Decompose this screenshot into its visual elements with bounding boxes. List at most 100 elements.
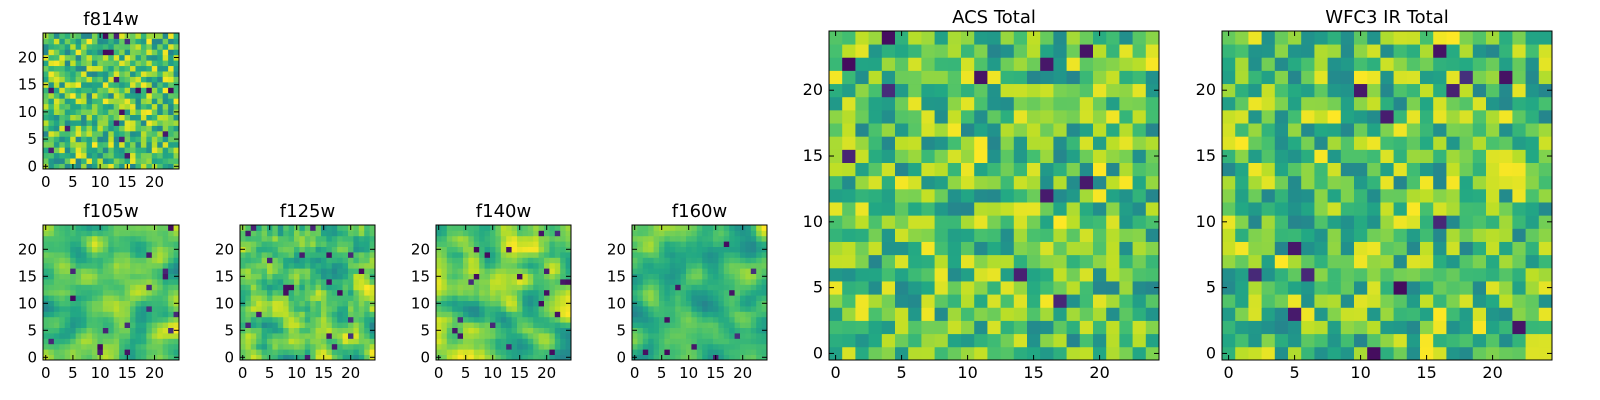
heatmap-cell <box>1433 70 1447 85</box>
heatmap-cell <box>1013 281 1028 295</box>
heatmap-cell <box>1132 228 1147 242</box>
heatmap-cell <box>1406 57 1421 71</box>
heatmap-cell <box>463 284 469 291</box>
heatmap-cell <box>987 267 1001 282</box>
heatmap-cell <box>961 215 975 229</box>
heatmap-cell <box>648 300 654 307</box>
heatmap-cell <box>304 252 311 258</box>
heatmap-cell <box>987 294 1001 308</box>
heatmap-cell <box>70 152 77 159</box>
heatmap-cell <box>130 163 136 170</box>
heatmap-cell <box>151 109 158 115</box>
heatmap-cell <box>868 228 883 242</box>
heatmap-cell <box>829 175 843 190</box>
heatmap-cell <box>855 188 869 203</box>
heatmap-cell <box>560 343 566 350</box>
heatmap-cell <box>119 300 125 307</box>
heatmap-cell <box>124 327 131 334</box>
heatmap-cell <box>348 338 354 345</box>
heatmap-cell <box>1525 188 1540 203</box>
heatmap-cell <box>321 246 327 253</box>
heatmap-cell <box>157 114 164 121</box>
heatmap-cell <box>669 257 676 264</box>
heatmap-cell <box>761 343 768 350</box>
axes-frame <box>42 224 180 361</box>
heatmap-cell <box>173 295 180 301</box>
heatmap-cell <box>267 343 273 350</box>
heatmap-cell <box>1486 136 1500 150</box>
heatmap-cell <box>1040 267 1054 282</box>
heatmap-cell <box>500 300 507 307</box>
heatmap-cell <box>81 120 87 126</box>
heatmap-cell <box>48 327 55 334</box>
heatmap-cell <box>544 349 550 355</box>
heatmap-cell <box>500 230 507 237</box>
heatmap-cell <box>740 252 746 258</box>
heatmap-cell <box>1222 83 1236 98</box>
heatmap-cell <box>81 295 87 301</box>
heatmap-cell <box>756 246 762 253</box>
heatmap-cell <box>1027 294 1041 308</box>
heatmap-cell <box>517 306 523 312</box>
heatmap-cell <box>348 289 354 296</box>
heatmap-cell <box>358 284 365 291</box>
heatmap-cell <box>261 322 268 328</box>
heatmap-cell <box>321 343 327 350</box>
heatmap-cell <box>1093 228 1107 242</box>
heatmap-cell <box>842 44 856 58</box>
heatmap-cell <box>272 246 279 253</box>
heatmap-cell <box>446 295 453 301</box>
heatmap-cell <box>353 354 360 361</box>
heatmap-cell <box>75 252 82 258</box>
heatmap-cell <box>479 327 485 334</box>
heatmap-cell <box>173 322 180 328</box>
heatmap-cell <box>713 284 719 291</box>
heatmap-cell <box>102 38 109 45</box>
heatmap-cell <box>358 349 365 355</box>
heatmap-cell <box>146 322 153 328</box>
heatmap-cell <box>162 300 169 307</box>
heatmap-cell <box>868 333 883 348</box>
heatmap-cell <box>1274 44 1289 58</box>
heatmap-cell <box>664 306 671 312</box>
heatmap-cell <box>756 327 762 334</box>
heatmap-cell <box>130 136 136 143</box>
heatmap-cell <box>675 252 681 258</box>
heatmap-cell <box>490 268 496 274</box>
heatmap-cell <box>358 354 365 361</box>
heatmap-cell <box>527 316 534 323</box>
heatmap-cell <box>342 322 349 328</box>
x-tick-label: 15 <box>118 173 137 191</box>
heatmap-cell <box>934 241 949 256</box>
heatmap-cell <box>881 281 896 295</box>
heatmap-cell <box>653 322 660 328</box>
heatmap-cell <box>1274 109 1289 124</box>
heatmap-cell <box>1066 83 1081 98</box>
heatmap-cell <box>1106 333 1120 348</box>
heatmap-cell <box>1132 162 1147 177</box>
heatmap-cell <box>895 44 909 58</box>
heatmap-cell <box>64 246 71 253</box>
heatmap-cell <box>124 306 131 312</box>
heatmap-cell <box>653 311 660 318</box>
heatmap-cell <box>761 316 768 323</box>
heatmap-cell <box>91 71 98 77</box>
heatmap-cell <box>299 257 306 264</box>
heatmap-cell <box>554 322 561 328</box>
heatmap-cell <box>157 76 164 83</box>
heatmap-cell <box>1079 136 1094 150</box>
heatmap-cell <box>337 241 343 247</box>
heatmap-cell <box>1314 267 1328 282</box>
heatmap-cell <box>348 246 354 253</box>
heatmap-cell <box>842 109 856 124</box>
heatmap-cell <box>1472 57 1487 71</box>
heatmap-cell <box>696 284 703 291</box>
heatmap-cell <box>675 257 681 264</box>
heatmap-cell <box>81 109 87 115</box>
heatmap-cell <box>441 262 448 269</box>
heatmap-cell <box>81 252 87 258</box>
heatmap-cell <box>91 49 98 56</box>
heatmap-cell <box>364 284 370 291</box>
heatmap-cell <box>1512 96 1526 111</box>
heatmap-cell <box>135 103 142 110</box>
